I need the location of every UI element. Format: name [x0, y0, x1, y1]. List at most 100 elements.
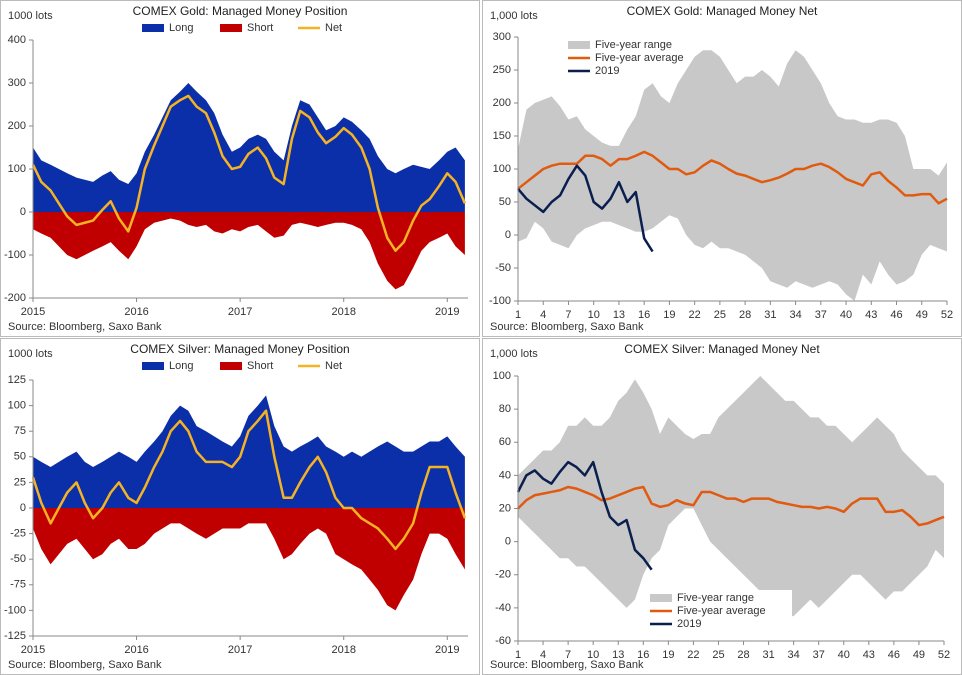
x-tick-label: 49 — [916, 309, 928, 321]
x-tick-label: 40 — [838, 649, 850, 661]
line — [31, 409, 467, 551]
x-tick-label: 2018 — [331, 644, 355, 656]
chart-title: COMEX Gold: Managed Money Net — [627, 4, 818, 18]
y-tick-label: 50 — [499, 196, 511, 208]
x-tick-label: 43 — [865, 309, 877, 321]
x-tick-label: 25 — [712, 649, 724, 661]
line — [517, 164, 654, 253]
legend-swatch — [568, 41, 590, 49]
source-note: Source: Bloomberg, Saxo Bank — [8, 321, 162, 333]
y-tick-label: 125 — [8, 374, 26, 386]
x-tick-label: 31 — [764, 309, 776, 321]
x-tick-label: 2016 — [124, 306, 148, 318]
x-tick-label: 10 — [587, 649, 599, 661]
y-tick-label: 0 — [20, 206, 26, 218]
x-tick-label: 16 — [638, 309, 650, 321]
x-tick-label: 19 — [663, 309, 675, 321]
y-tick-label: 100 — [493, 370, 511, 382]
y-tick-label: 100 — [493, 163, 511, 175]
x-tick-label: 2016 — [124, 644, 148, 656]
y-tick-label: 100 — [8, 163, 26, 175]
legend-label: Five-year average — [677, 605, 766, 617]
legend-swatch — [142, 362, 164, 370]
y-tick-label: -50 — [10, 553, 26, 565]
x-tick-label: 37 — [815, 309, 827, 321]
source-note: Source: Bloomberg, Saxo Bank — [490, 321, 644, 333]
x-tick-label: 2017 — [228, 306, 252, 318]
range-band — [518, 50, 947, 302]
x-tick-label: 46 — [890, 309, 902, 321]
legend-label: Five-year average — [595, 52, 684, 64]
legend-label: Five-year range — [595, 39, 672, 51]
y-tick-label: -25 — [10, 528, 26, 540]
legend-label: 2019 — [677, 618, 701, 630]
area — [33, 83, 465, 212]
x-tick-label: 34 — [789, 309, 801, 321]
x-tick-label: 7 — [565, 309, 571, 321]
y-tick-label: 0 — [20, 502, 26, 514]
y-axis-label: 1000 lots — [8, 348, 53, 360]
y-axis-label: 1,000 lots — [490, 348, 538, 360]
x-tick-label: 7 — [565, 649, 571, 661]
source-note: Source: Bloomberg, Saxo Bank — [490, 659, 644, 671]
legend-label: 2019 — [595, 65, 619, 77]
legend-label: Long — [169, 22, 193, 34]
y-tick-label: -100 — [4, 604, 26, 616]
x-tick-label: 2019 — [435, 644, 459, 656]
y-tick-label: 300 — [493, 31, 511, 43]
x-tick-label: 4 — [540, 309, 546, 321]
x-tick-label: 19 — [662, 649, 674, 661]
y-tick-label: 20 — [499, 502, 511, 514]
line — [516, 460, 653, 571]
x-tick-label: 28 — [737, 649, 749, 661]
y-tick-label: -100 — [489, 295, 511, 307]
y-tick-label: 40 — [499, 469, 511, 481]
x-tick-label: 2019 — [435, 306, 459, 318]
x-tick-label: 37 — [813, 649, 825, 661]
line — [517, 150, 948, 205]
y-axis-label: 1000 lots — [8, 10, 53, 22]
legend-swatch — [142, 24, 164, 32]
y-tick-label: 0 — [505, 229, 511, 241]
legend-label: Five-year range — [677, 592, 754, 604]
y-tick-label: 75 — [14, 425, 26, 437]
line — [31, 94, 467, 252]
x-tick-label: 31 — [762, 649, 774, 661]
y-tick-label: -50 — [495, 262, 511, 274]
x-tick-label: 13 — [613, 309, 625, 321]
x-tick-label: 25 — [714, 309, 726, 321]
y-tick-label: 400 — [8, 34, 26, 46]
x-tick-label: 10 — [588, 309, 600, 321]
y-tick-label: 250 — [493, 64, 511, 76]
x-tick-label: 52 — [941, 309, 953, 321]
y-axis-label: 1,000 lots — [490, 10, 538, 22]
x-tick-label: 49 — [913, 649, 925, 661]
x-tick-label: 13 — [612, 649, 624, 661]
chart-title: COMEX Gold: Managed Money Position — [133, 4, 348, 18]
y-tick-label: 80 — [499, 403, 511, 415]
legend-label: Short — [247, 360, 273, 372]
legend-swatch — [220, 362, 242, 370]
legend-label: Net — [325, 22, 342, 34]
range-band — [518, 376, 944, 617]
source-note: Source: Bloomberg, Saxo Bank — [8, 659, 162, 671]
x-tick-label: 2015 — [21, 644, 45, 656]
x-tick-label: 1 — [515, 309, 521, 321]
legend-label: Short — [247, 22, 273, 34]
y-tick-label: 50 — [14, 451, 26, 463]
chart-title: COMEX Silver: Managed Money Net — [624, 342, 820, 356]
x-tick-label: 2018 — [331, 306, 355, 318]
x-tick-label: 46 — [888, 649, 900, 661]
x-tick-label: 43 — [863, 649, 875, 661]
y-tick-label: -75 — [10, 579, 26, 591]
x-tick-label: 28 — [739, 309, 751, 321]
y-tick-label: 25 — [14, 476, 26, 488]
x-tick-label: 40 — [840, 309, 852, 321]
y-tick-label: -125 — [4, 630, 26, 642]
y-tick-label: 0 — [505, 536, 511, 548]
y-tick-label: 60 — [499, 436, 511, 448]
y-tick-label: 150 — [493, 130, 511, 142]
panel-frame — [0, 0, 480, 337]
x-tick-label: 2015 — [21, 306, 45, 318]
